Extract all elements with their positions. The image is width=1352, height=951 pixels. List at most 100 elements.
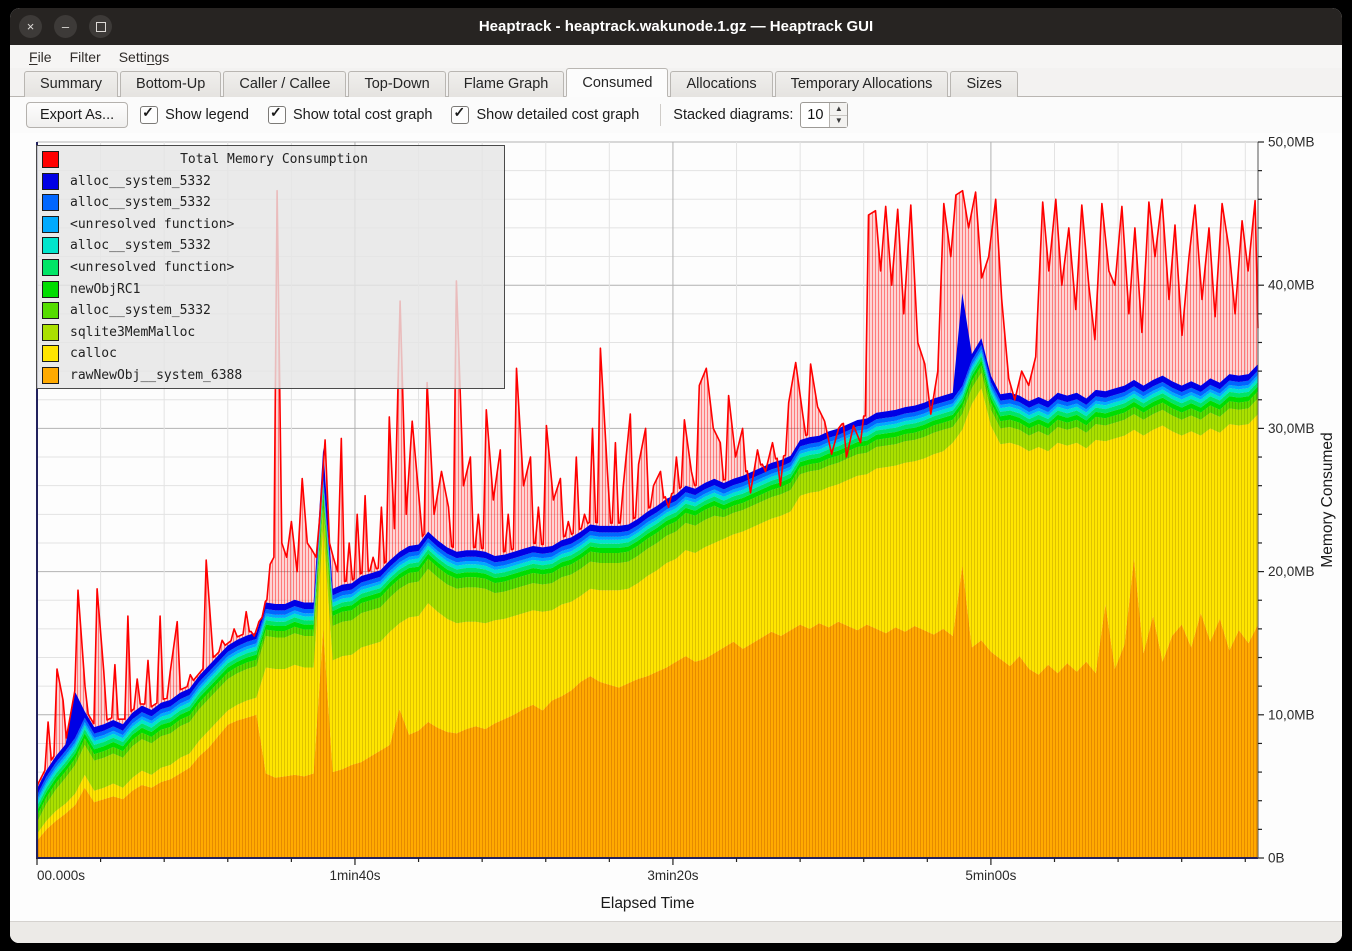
- legend-label: <unresolved function>: [70, 260, 235, 275]
- checkbox-group: ✓ Show legend ✓ Show total cost graph ✓ Show …: [140, 104, 658, 124]
- close-icon: ×: [26, 19, 35, 34]
- legend-label: alloc__system_5332: [70, 303, 211, 319]
- tab-consumed[interactable]: Consumed: [566, 68, 669, 97]
- checkbox-show-legend[interactable]: ✓ Show legend: [140, 104, 249, 124]
- legend-label: calloc: [70, 346, 117, 362]
- tab-flame-graph[interactable]: Flame Graph: [447, 71, 565, 97]
- legend-label: alloc__system_5332: [70, 238, 211, 254]
- series-band-7: [37, 349, 1258, 803]
- chart-area: 0B 10,0MB 20,0MB 30,0MB 40,0MB 50,0MB 00.000s 1…: [10, 133, 1342, 921]
- y-axis: 0B 10,0MB 20,0MB 30,0MB 40,0MB 50,0MB: [1258, 135, 1315, 866]
- legend-item: <unresolved function>: [37, 257, 504, 279]
- legend-item: alloc__system_5332: [37, 300, 504, 322]
- minimize-button[interactable]: –: [54, 15, 77, 38]
- y-tick-label: 20,0MB: [1268, 564, 1315, 579]
- legend-swatch: [42, 151, 59, 169]
- legend-item: alloc__system_5332: [37, 235, 504, 257]
- app-window: × – Heaptrack - heaptrack.wakunode.1.gz …: [10, 8, 1342, 943]
- checkbox-show-detailed-cost-graph[interactable]: ✓ Show detailed cost graph: [451, 104, 640, 124]
- legend-swatch: [42, 302, 59, 320]
- window-title: Heaptrack - heaptrack.wakunode.1.gz — He…: [478, 18, 874, 35]
- series-band-1: [37, 388, 1258, 841]
- legend-title-row: Total Memory Consumption: [37, 149, 504, 171]
- toolbar-separator: [660, 104, 662, 126]
- legend-label: rawNewObj__system_6388: [70, 367, 243, 383]
- legend-item: alloc__system_5332: [37, 192, 504, 214]
- series-band-4: [37, 360, 1258, 816]
- tab-sizes[interactable]: Sizes: [950, 71, 1018, 97]
- legend-item: alloc__system_5332: [37, 171, 504, 193]
- consumption-chart[interactable]: 0B 10,0MB 20,0MB 30,0MB 40,0MB 50,0MB 00.000s 1…: [10, 133, 1342, 916]
- spin-down-button[interactable]: ▼: [834, 116, 843, 126]
- legend-swatch: [42, 215, 59, 233]
- window-controls: × –: [19, 15, 112, 38]
- spinbox-value[interactable]: 10: [807, 107, 824, 123]
- legend-swatch: [42, 280, 59, 298]
- legend-label: sqlite3MemMalloc: [70, 324, 196, 340]
- legend-swatch: [42, 366, 59, 384]
- toolbar: Export As... ✓ Show legend ✓ Show total cos…: [10, 97, 1342, 133]
- tab-caller-callee[interactable]: Caller / Callee: [223, 71, 347, 97]
- statusbar: [10, 921, 1342, 943]
- maximize-button[interactable]: [89, 15, 112, 38]
- checkbox-icon: ✓: [451, 104, 470, 124]
- checkbox-label: Show detailed cost graph: [476, 107, 640, 123]
- spin-up-button[interactable]: ▲: [830, 103, 848, 116]
- legend-label: <unresolved function>: [70, 216, 235, 232]
- series-band-5: [37, 356, 1258, 811]
- series-band-0: [37, 558, 1258, 858]
- legend-swatch: [42, 194, 59, 212]
- close-button[interactable]: ×: [19, 15, 42, 38]
- tab-temporary-allocations[interactable]: Temporary Allocations: [774, 71, 949, 97]
- y-tick-label: 10,0MB: [1268, 707, 1315, 722]
- x-axis-title: Elapsed Time: [601, 895, 695, 912]
- y-tick-label: 0B: [1268, 851, 1285, 866]
- menu-item-settings[interactable]: Settings: [118, 48, 170, 65]
- export-as-button[interactable]: Export As...: [26, 102, 129, 128]
- minimize-icon: –: [61, 19, 70, 34]
- legend-label: newObjRC1: [70, 281, 141, 297]
- spinbox-arrows: ▲ ▼: [829, 103, 848, 127]
- x-axis: 00.000s 1min40s 3min20s 5min00s: [36, 858, 1246, 883]
- tab-allocations[interactable]: Allocations: [670, 71, 773, 97]
- legend-title: Total Memory Consumption: [180, 152, 368, 168]
- stacked-diagrams-spinbox[interactable]: 10 ▲ ▼: [800, 102, 849, 128]
- menu-item-file[interactable]: File: [29, 48, 52, 65]
- legend-swatch: [42, 259, 59, 276]
- stacked-diagrams-label: Stacked diagrams:: [673, 107, 794, 123]
- x-tick-label: 1min40s: [329, 868, 380, 883]
- legend-swatch: [42, 323, 59, 341]
- legend-label: alloc__system_5332: [70, 173, 211, 189]
- checkbox-icon: ✓: [268, 104, 286, 124]
- tab-summary[interactable]: Summary: [24, 71, 119, 97]
- titlebar[interactable]: × – Heaptrack - heaptrack.wakunode.1.gz …: [10, 8, 1342, 45]
- y-tick-label: 50,0MB: [1268, 135, 1315, 150]
- x-tick-label: 5min00s: [965, 868, 1016, 883]
- total-line: [36, 189, 1259, 787]
- tab-top-down[interactable]: Top-Down: [348, 71, 446, 97]
- tabbar: Summary Bottom-Up Caller / Callee Top-Down F…: [10, 68, 1342, 97]
- x-tick-label: 00.000s: [37, 868, 85, 883]
- legend-item: sqlite3MemMalloc: [37, 321, 504, 343]
- checkbox-show-total-cost-graph[interactable]: ✓ Show total cost graph: [268, 104, 433, 124]
- checkbox-label: Show total cost graph: [293, 107, 433, 123]
- legend-label: alloc__system_5332: [70, 195, 211, 211]
- legend-swatch: [42, 345, 59, 363]
- menubar: File Filter Settings: [10, 45, 1342, 68]
- menu-item-filter[interactable]: Filter: [69, 48, 101, 65]
- legend-item: newObjRC1: [37, 278, 504, 300]
- y-axis-title: Memory Consumed: [1319, 432, 1336, 567]
- legend-swatch: [42, 237, 59, 255]
- maximize-icon: [95, 21, 106, 32]
- series-band-6: [37, 352, 1258, 807]
- checkbox-icon: ✓: [140, 104, 159, 124]
- y-tick-label: 30,0MB: [1268, 421, 1315, 436]
- y-tick-label: 40,0MB: [1268, 278, 1315, 293]
- legend-item: <unresolved function>: [37, 214, 504, 236]
- series-band-2: [37, 372, 1258, 834]
- tab-bottom-up[interactable]: Bottom-Up: [120, 71, 222, 97]
- checkbox-label: Show legend: [165, 107, 249, 123]
- x-tick-label: 3min20s: [647, 868, 698, 883]
- legend-item: rawNewObj__system_6388: [37, 364, 504, 386]
